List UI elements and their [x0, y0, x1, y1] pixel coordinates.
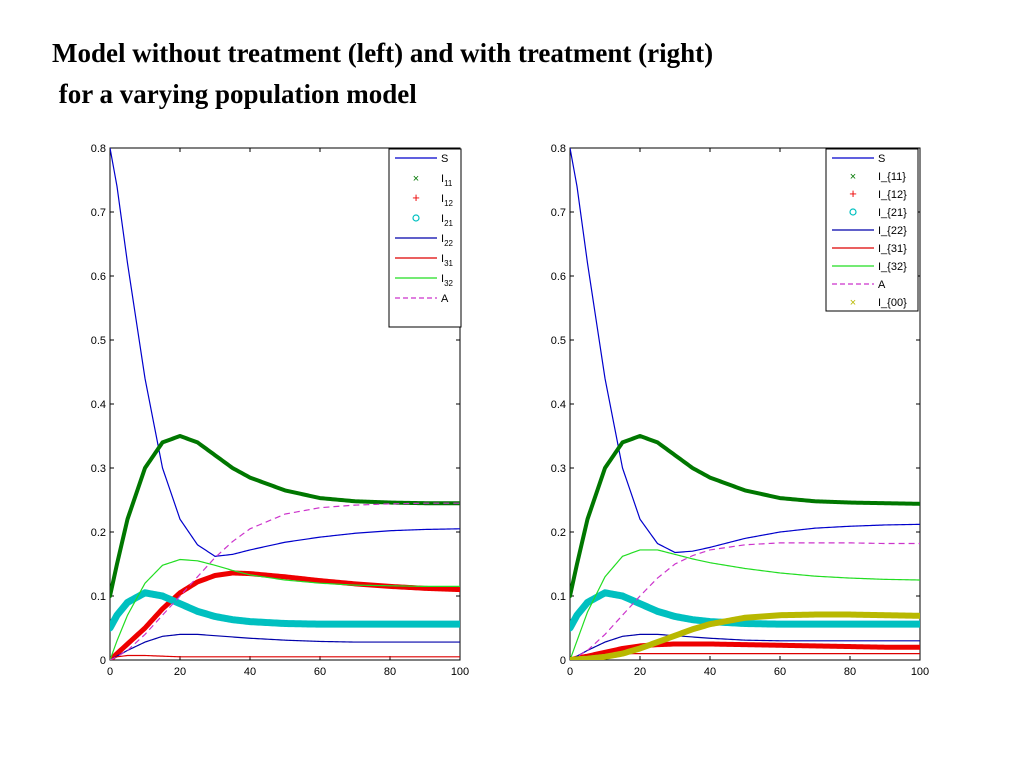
series-i11-marker-line	[570, 434, 920, 598]
series-a-line	[570, 542, 920, 660]
series-group	[110, 148, 460, 660]
legend-marker-circle-icon	[849, 208, 857, 216]
legend-item: + I12	[412, 190, 453, 208]
series-i00-marker-line	[570, 611, 920, 660]
legend-label: I11	[441, 173, 453, 188]
legend-item: × I_{11}	[850, 171, 906, 183]
legend-marker-circle-icon	[412, 214, 420, 222]
y-tick-label: 0.6	[551, 271, 566, 283]
legend-marker-plus-icon: +	[849, 186, 857, 201]
series-i32-line	[570, 549, 920, 660]
legend-marker-x-icon: ×	[413, 173, 419, 185]
series-i21-marker-line	[110, 589, 460, 632]
series-group	[570, 148, 920, 660]
legend-item: A	[832, 279, 886, 291]
legend-item: × I11	[413, 173, 453, 188]
legend-item: S	[395, 153, 448, 165]
y-tick-label: 0.5	[91, 335, 106, 347]
legend-item: I22	[395, 233, 454, 248]
legend: S × I11 + I12 I21 I22 I31 I32 A	[388, 148, 462, 328]
series-i31-line	[110, 654, 460, 660]
legend: S × I_{11} + I_{12} I_{21} I_{22} I_{31} I_{32} A…	[825, 148, 919, 312]
y-tick-label: 0.4	[91, 399, 106, 411]
y-tick-label: 0.7	[551, 207, 566, 219]
y-tick-label: 0.6	[91, 271, 106, 283]
y-tick-label: 0.8	[551, 143, 566, 155]
x-tick-label: 60	[314, 666, 326, 678]
y-tick-label: 0.7	[91, 207, 106, 219]
series-i12-marker-line	[110, 570, 460, 660]
legend-item: I21	[412, 213, 454, 228]
legend-item: I32	[395, 273, 454, 288]
y-tick-label: 0	[560, 655, 566, 667]
legend-item: I_{22}	[832, 225, 907, 237]
series-i22-line	[110, 633, 460, 660]
legend-label: I31	[441, 253, 454, 268]
series-i12-marker-line	[570, 641, 920, 660]
legend-label: I21	[441, 213, 454, 228]
y-tick-label: 0.8	[91, 143, 106, 155]
slide-title-line-2: for a varying population model	[52, 79, 417, 109]
legend-item: S	[832, 153, 885, 165]
x-tick-label: 20	[634, 666, 646, 678]
x-tick-label: 60	[774, 666, 786, 678]
x-tick-label: 100	[911, 666, 929, 678]
series-i21-marker-line	[570, 589, 920, 632]
legend-label: I_{11}	[878, 171, 906, 183]
legend-item: I_{32}	[832, 261, 907, 273]
slide-title-line-1: Model without treatment (left) and with …	[52, 38, 714, 68]
x-tick-label: 100	[451, 666, 469, 678]
legend-item: A	[395, 293, 449, 305]
legend-label: I_{31}	[878, 243, 907, 255]
x-tick-label: 80	[844, 666, 856, 678]
legend-item: + I_{12}	[849, 186, 907, 201]
y-tick-label: 0.2	[91, 527, 106, 539]
legend-label: A	[441, 293, 449, 305]
chart-left: 0 20 40 60 80 100 0 0.1 0.2 0.3 0.4 0.5 0.6 0.7 0.8 S × I…	[91, 143, 469, 678]
legend-label: I12	[441, 193, 454, 208]
legend-marker-x-icon: ×	[850, 297, 856, 309]
legend-item: I31	[395, 253, 454, 268]
legend-item: I_{31}	[832, 243, 907, 255]
legend-marker-x-icon: ×	[850, 171, 856, 183]
chart-right: 0 20 40 60 80 100 0 0.1 0.2 0.3 0.4 0.5 0.6 0.7 0.8 S × I…	[551, 143, 929, 678]
legend-label: S	[441, 153, 448, 165]
legend-label: I_{00}	[878, 297, 907, 309]
y-tick-label: 0.1	[91, 591, 106, 603]
legend-label: I_{21}	[878, 207, 907, 219]
legend-label: I22	[441, 233, 454, 248]
series-a-line	[110, 502, 460, 660]
series-s-line	[110, 148, 460, 557]
x-tick-label: 80	[384, 666, 396, 678]
series-i32-line	[110, 558, 460, 660]
legend-label: A	[878, 279, 886, 291]
legend-label: I_{12}	[878, 189, 907, 201]
x-tick-label: 0	[567, 666, 573, 678]
slide-title: Model without treatment (left) and with …	[52, 33, 713, 115]
x-tick-label: 0	[107, 666, 113, 678]
legend-item: × I_{00}	[850, 297, 907, 309]
x-tick-label: 40	[704, 666, 716, 678]
y-tick-label: 0.2	[551, 527, 566, 539]
y-tick-label: 0.5	[551, 335, 566, 347]
legend-label: I_{32}	[878, 261, 907, 273]
y-tick-label: 0.1	[551, 591, 566, 603]
series-i22-line	[570, 633, 920, 660]
legend-label: I32	[441, 273, 454, 288]
x-tick-label: 20	[174, 666, 186, 678]
x-tick-label: 40	[244, 666, 256, 678]
y-tick-label: 0.3	[91, 463, 106, 475]
y-tick-label: 0	[100, 655, 106, 667]
legend-label: S	[878, 153, 885, 165]
y-tick-label: 0.3	[551, 463, 566, 475]
legend-marker-plus-icon: +	[412, 190, 420, 205]
series-i11-marker-line	[110, 434, 460, 598]
legend-label: I_{22}	[878, 225, 907, 237]
legend-item: I_{21}	[849, 207, 907, 219]
series-s-line	[570, 148, 920, 554]
y-tick-label: 0.4	[551, 399, 566, 411]
